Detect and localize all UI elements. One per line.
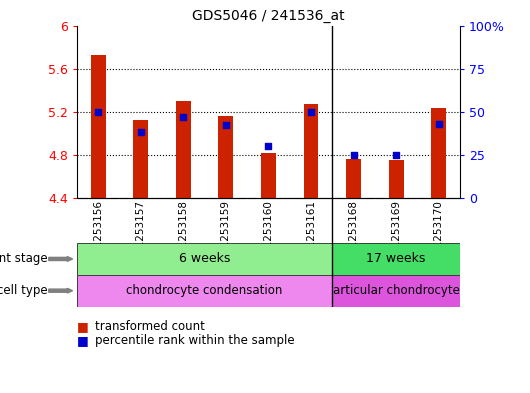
Text: GSM1253159: GSM1253159 (221, 200, 231, 270)
Point (136, 129, 145, 136)
Text: 6 weeks: 6 weeks (179, 252, 230, 265)
Bar (91, 55, 105, 198)
Text: ■: ■ (77, 334, 93, 347)
Title: GDS5046 / 241536_at: GDS5046 / 241536_at (192, 9, 344, 23)
Bar (77, 243, 332, 275)
Text: GSM1253158: GSM1253158 (178, 200, 188, 270)
Text: transformed count: transformed count (95, 320, 205, 333)
Text: articular chondrocyte: articular chondrocyte (333, 284, 460, 297)
Point (307, 108, 315, 115)
Bar (332, 243, 460, 275)
Text: GSM1253156: GSM1253156 (93, 200, 103, 270)
Text: chondrocyte condensation: chondrocyte condensation (126, 284, 283, 297)
Text: ■: ■ (77, 320, 93, 333)
Text: 17 weeks: 17 weeks (366, 252, 426, 265)
Text: GSM1253169: GSM1253169 (391, 200, 401, 270)
Bar (77, 275, 332, 307)
Text: GSM1253168: GSM1253168 (349, 200, 359, 270)
Text: development stage: development stage (0, 252, 48, 265)
Bar (332, 275, 460, 307)
Bar (218, 116, 233, 198)
Text: GSM1253161: GSM1253161 (306, 200, 316, 270)
Point (94, 108, 102, 115)
Text: GSM1253160: GSM1253160 (263, 200, 273, 270)
Bar (346, 159, 361, 198)
Bar (176, 101, 191, 198)
Point (222, 122, 230, 129)
Text: GSM1253170: GSM1253170 (434, 200, 444, 270)
Bar (261, 152, 276, 198)
Text: cell type: cell type (0, 284, 48, 297)
Bar (133, 120, 148, 198)
Bar (431, 108, 446, 198)
Point (264, 143, 272, 149)
Text: GSM1253157: GSM1253157 (136, 200, 146, 270)
Bar (304, 104, 319, 198)
Point (349, 152, 358, 158)
Point (179, 114, 188, 120)
Point (435, 121, 443, 127)
Text: percentile rank within the sample: percentile rank within the sample (95, 334, 295, 347)
Point (392, 152, 401, 158)
Bar (388, 160, 404, 198)
